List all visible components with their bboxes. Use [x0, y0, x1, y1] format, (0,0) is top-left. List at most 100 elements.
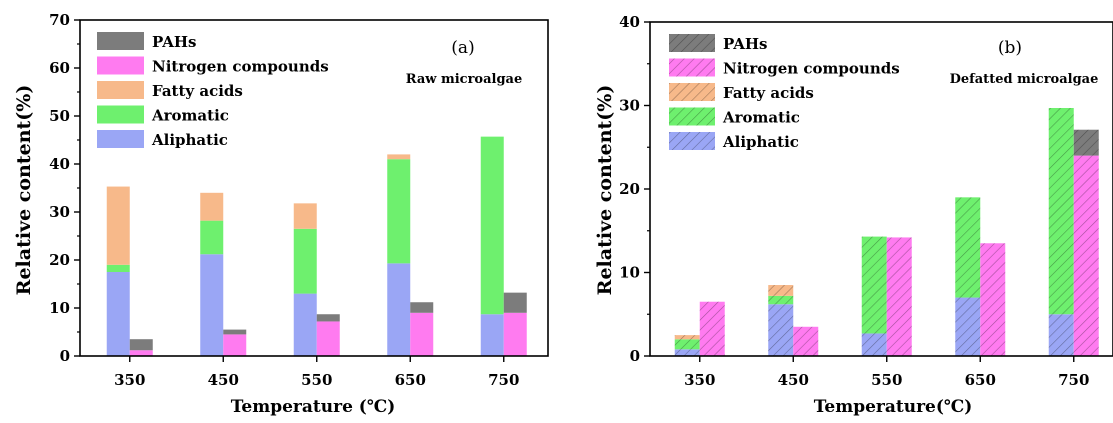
bar-pahs-550 — [316, 314, 340, 322]
bar-aliphatic-450 — [200, 254, 224, 356]
bars-group-a — [106, 136, 527, 356]
legend-label-aliphatic: Aliphatic — [151, 131, 228, 149]
bar-nitrogen-compounds-650 — [980, 243, 1006, 356]
x-tick-label: 650 — [965, 371, 996, 389]
legend-swatch-aromatic — [669, 107, 715, 126]
bar-aliphatic-650 — [955, 297, 981, 356]
x-axis-title-b: Temperature(℃) — [814, 397, 973, 417]
x-tick-label: 350 — [114, 371, 145, 389]
y-tick-label: 0 — [60, 347, 70, 365]
bar-fatty-acids-450 — [768, 285, 794, 296]
bar-nitrogen-compounds-750 — [1073, 155, 1099, 356]
bar-fatty-acids-350 — [106, 186, 130, 265]
bar-pahs-750 — [503, 292, 527, 313]
panel-b: Relative content(%) Temperature(℃) (b) D… — [594, 13, 1113, 417]
panel-a: Relative content(%) Temperature (℃) (a) … — [13, 11, 549, 417]
bars-group-b — [674, 108, 1099, 356]
x-axis-title-a: Temperature (℃) — [231, 397, 396, 417]
axes-group-b: 0 10 20 30 40 350 450 550 650 750 — [619, 13, 1113, 389]
legend-a: PAHs Nitrogen compounds Fatty acids Aromati… — [97, 32, 329, 149]
y-tick-label: 10 — [619, 264, 640, 282]
legend-label-aliphatic: Aliphatic — [722, 133, 799, 151]
legend-b: PAHs Nitrogen compounds Fatty acids Aromati… — [669, 34, 900, 151]
bar-nitrogen-compounds-650 — [410, 312, 434, 356]
legend-swatch-fatty-acids — [669, 83, 715, 101]
x-tick-label: 450 — [208, 371, 239, 389]
x-tick-label: 450 — [778, 371, 809, 389]
legend-label-aromatic: Aromatic — [151, 107, 229, 125]
bar-aliphatic-550 — [861, 333, 887, 356]
panel-label-b: (b) — [998, 38, 1022, 58]
bar-aromatic-550 — [293, 228, 317, 294]
bar-aromatic-750 — [480, 136, 504, 315]
bar-nitrogen-compounds-750 — [503, 312, 527, 356]
legend-label-nitrogen-compounds: Nitrogen compounds — [152, 58, 329, 76]
panel-label-a: (a) — [451, 38, 474, 58]
annotation-a: Raw microalgae — [406, 72, 523, 87]
legend-label-pahs: PAHs — [723, 35, 767, 53]
y-tick-label: 0 — [630, 347, 640, 365]
legend-swatch-aromatic — [97, 105, 144, 124]
bar-aromatic-450 — [200, 220, 224, 255]
x-tick-label: 650 — [395, 371, 426, 389]
bar-pahs-750 — [1073, 129, 1099, 156]
x-tick-label: 750 — [1058, 371, 1089, 389]
axes-group-a: 0 10 20 30 40 50 60 70 350 450 550 650 750 — [49, 11, 549, 389]
legend-label-nitrogen-compounds: Nitrogen compounds — [723, 60, 900, 78]
y-tick-label: 30 — [619, 97, 640, 115]
x-tick-label: 750 — [488, 371, 519, 389]
legend-label-fatty-acids: Fatty acids — [723, 84, 814, 102]
bar-aromatic-550 — [861, 236, 887, 334]
y-tick-label: 40 — [49, 155, 70, 173]
legend-swatch-nitrogen-compounds — [97, 56, 144, 75]
legend-swatch-pahs — [97, 32, 144, 50]
bar-aliphatic-550 — [293, 293, 317, 356]
x-tick-label: 550 — [871, 371, 902, 389]
bar-pahs-650 — [410, 302, 434, 313]
legend-swatch-pahs — [669, 34, 715, 52]
bar-aromatic-350 — [674, 339, 700, 350]
legend-label-pahs: PAHs — [152, 33, 196, 51]
y-tick-label: 50 — [49, 107, 70, 125]
bar-fatty-acids-350 — [674, 335, 700, 340]
y-tick-label: 60 — [49, 59, 70, 77]
legend-swatch-fatty-acids — [97, 81, 144, 99]
bar-fatty-acids-450 — [200, 192, 224, 221]
bar-aliphatic-750 — [480, 314, 504, 356]
bar-nitrogen-compounds-450 — [223, 334, 247, 356]
legend-label-aromatic: Aromatic — [722, 109, 800, 127]
bar-aromatic-750 — [1048, 108, 1074, 315]
bar-aliphatic-750 — [1048, 314, 1074, 356]
y-tick-label: 30 — [49, 203, 70, 221]
y-tick-label: 40 — [619, 13, 640, 31]
x-tick-label: 350 — [684, 371, 715, 389]
y-tick-label: 10 — [49, 299, 70, 317]
bar-pahs-450 — [223, 329, 247, 335]
x-tick-label: 550 — [301, 371, 332, 389]
legend-label-fatty-acids: Fatty acids — [152, 82, 243, 100]
y-axis-title-a: Relative content(%) — [13, 85, 35, 296]
bar-fatty-acids-650 — [387, 154, 411, 160]
legend-swatch-aliphatic — [97, 130, 144, 148]
bar-nitrogen-compounds-550 — [316, 321, 340, 356]
bar-aromatic-650 — [955, 197, 981, 298]
legend-swatch-aliphatic — [669, 132, 715, 150]
y-axis-title-b: Relative content(%) — [594, 85, 616, 296]
bar-nitrogen-compounds-550 — [886, 237, 912, 356]
bar-aliphatic-650 — [387, 263, 411, 356]
bar-aromatic-450 — [768, 295, 794, 305]
annotation-b: Defatted microalgae — [950, 72, 1099, 87]
bar-nitrogen-compounds-350 — [699, 301, 725, 356]
bar-aromatic-650 — [387, 159, 411, 264]
bar-pahs-350 — [129, 339, 153, 351]
bar-nitrogen-compounds-350 — [129, 350, 153, 356]
bar-nitrogen-compounds-450 — [793, 326, 819, 356]
y-tick-label: 20 — [49, 251, 70, 269]
bar-fatty-acids-550 — [293, 203, 317, 229]
y-tick-label: 20 — [619, 180, 640, 198]
bar-aromatic-350 — [106, 264, 130, 272]
bar-aliphatic-350 — [106, 272, 130, 356]
bar-aliphatic-350 — [674, 349, 700, 356]
